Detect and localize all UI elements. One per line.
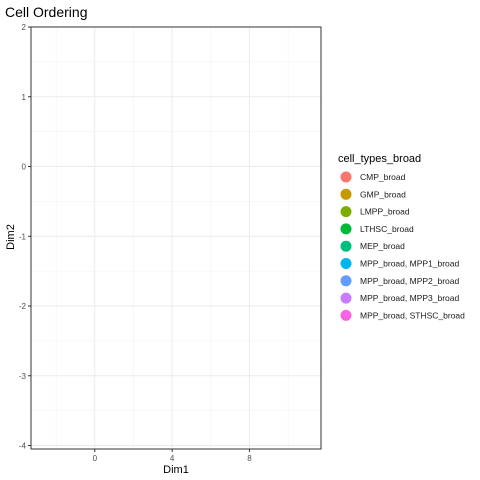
legend-label: MPP_broad, STHSC_broad (360, 310, 465, 320)
legend-key (340, 309, 352, 321)
legend-key (340, 258, 352, 269)
x-tick-label: 8 (247, 454, 252, 463)
legend: cell_types_broad CMP_broad GMP_broad LMPP_… (338, 153, 465, 321)
y-tick-label: -2 (19, 302, 27, 311)
y-axis-title: Dim2 (5, 224, 17, 250)
y-tick-label: 0 (22, 163, 27, 172)
legend-key (340, 275, 352, 287)
legend-key (340, 292, 352, 304)
legend-key (340, 171, 352, 183)
x-axis-title: Dim1 (163, 464, 189, 476)
legend-key (340, 240, 352, 252)
legend-label: MPP_broad, MPP2_broad (360, 276, 459, 286)
plot-border (30, 26, 322, 450)
legend-label: LTHSC_broad (360, 224, 414, 234)
plot-panel (31, 27, 321, 449)
y-tick-label: -4 (19, 442, 27, 451)
legend-item: LTHSC_broad (340, 223, 414, 235)
x-axis: 0 4 8 (93, 449, 252, 463)
y-tick-label: -1 (19, 232, 27, 241)
legend-label: GMP_broad (360, 189, 406, 199)
legend-item: CMP_broad (340, 171, 406, 183)
legend-item: GMP_broad (340, 188, 406, 200)
legend-key (340, 188, 352, 200)
y-tick-label: -3 (19, 372, 27, 381)
y-tick-label: 2 (22, 23, 27, 32)
legend-item: MEP_broad (340, 240, 405, 252)
y-axis: 2 1 0 -1 -2 -3 -4 (19, 23, 31, 451)
legend-item: MPP_broad, MPP1_broad (340, 258, 459, 269)
x-tick-label: 4 (170, 454, 175, 463)
legend-label: MPP_broad, MPP1_broad (360, 259, 459, 269)
legend-title: cell_types_broad (338, 153, 421, 165)
legend-key (340, 223, 352, 235)
legend-label: MEP_broad (360, 241, 405, 251)
legend-item: MPP_broad, MPP2_broad (340, 275, 459, 287)
grid-minor (31, 27, 321, 449)
legend-item: MPP_broad, STHSC_broad (340, 309, 465, 321)
y-tick-label: 1 (22, 93, 27, 102)
legend-key (340, 206, 352, 218)
legend-label: CMP_broad (360, 172, 406, 182)
chart-title: Cell Ordering (5, 4, 87, 20)
legend-label: MPP_broad, MPP3_broad (360, 293, 459, 303)
x-tick-label: 0 (93, 454, 98, 463)
legend-item: LMPP_broad (340, 206, 410, 218)
legend-item: MPP_broad, MPP3_broad (340, 292, 459, 304)
legend-label: LMPP_broad (360, 207, 410, 217)
